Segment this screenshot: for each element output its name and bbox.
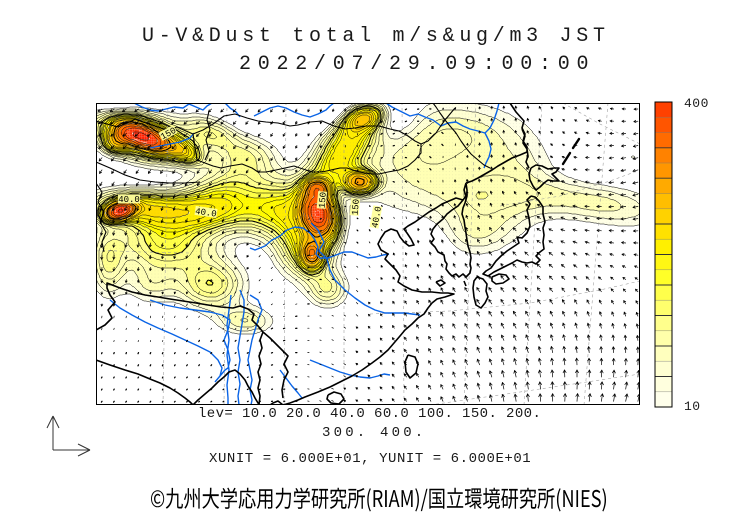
svg-text:150: 150 [318,192,329,209]
svg-text:40.0: 40.0 [194,207,217,220]
svg-text:40.0: 40.0 [118,195,140,205]
svg-text:150: 150 [351,199,362,216]
svg-text:40.0: 40.0 [370,206,384,229]
